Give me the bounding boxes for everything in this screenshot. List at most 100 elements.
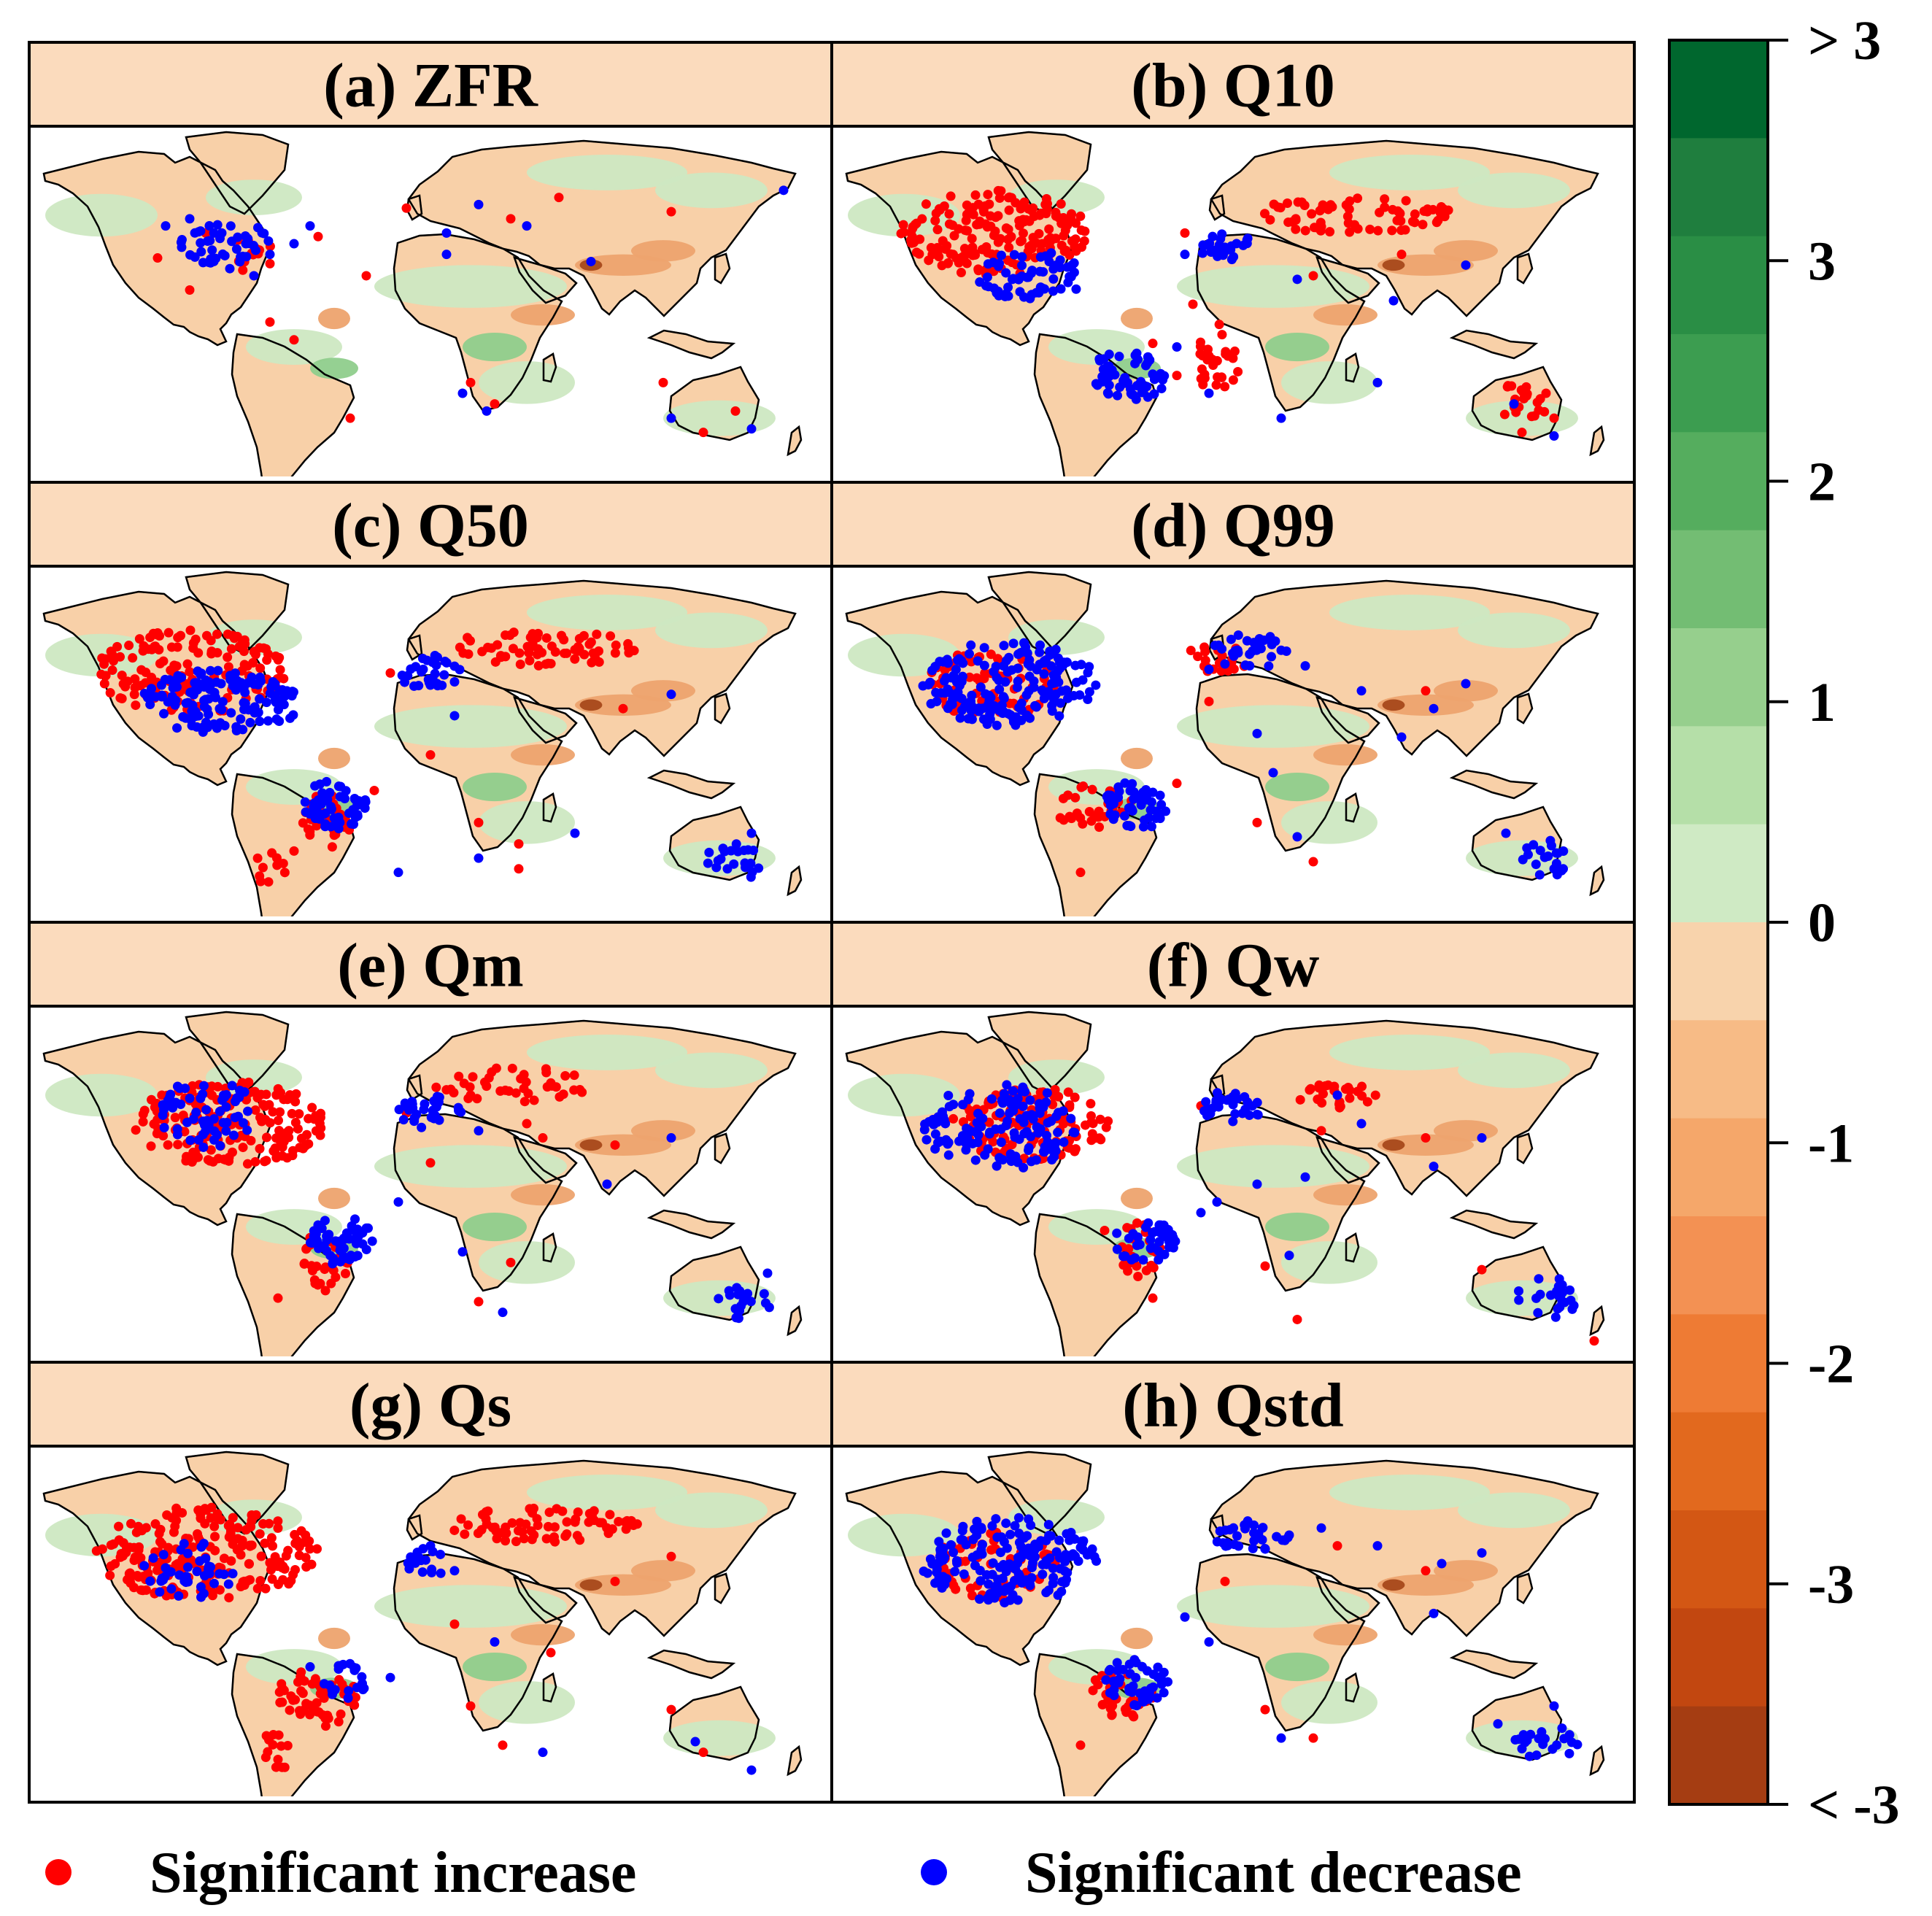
increase-station-dot	[268, 1541, 278, 1551]
increase-station-dot	[163, 627, 174, 638]
increase-station-dot	[519, 1083, 529, 1094]
increase-station-dot	[1086, 816, 1097, 826]
decrease-station-dot	[1217, 644, 1227, 654]
world-map	[42, 131, 803, 476]
decrease-station-dot	[1523, 849, 1533, 860]
increase-station-dot	[134, 1542, 144, 1552]
increase-station-dot	[698, 428, 708, 438]
decrease-station-dot	[1149, 374, 1159, 385]
value-shade	[1458, 612, 1570, 649]
decrease-station-dot	[1047, 706, 1057, 716]
increase-station-dot	[265, 258, 275, 269]
decrease-station-dot	[424, 677, 434, 687]
panel-header	[830, 921, 1636, 1008]
increase-station-dot	[1342, 212, 1353, 222]
decrease-station-dot	[204, 220, 215, 231]
increase-station-dot	[441, 1085, 452, 1095]
increase-station-dot	[140, 678, 150, 688]
increase-station-dot	[532, 1514, 542, 1524]
panel-title: (a) ZFR	[323, 50, 538, 120]
decrease-station-dot	[973, 703, 984, 714]
value-shade	[1434, 240, 1498, 262]
increase-station-dot	[260, 1538, 270, 1548]
increase-station-dot	[584, 639, 595, 649]
decrease-station-dot	[350, 795, 360, 805]
increase-station-dot	[152, 1565, 162, 1575]
decrease-station-dot	[317, 788, 328, 798]
value-shade	[318, 747, 350, 770]
decrease-station-dot	[1136, 376, 1146, 387]
increase-station-dot	[107, 665, 117, 676]
increase-station-dot	[967, 1591, 977, 1601]
increase-station-dot	[196, 1509, 206, 1519]
decrease-station-dot	[498, 1307, 508, 1318]
increase-station-dot	[285, 1705, 295, 1715]
increase-station-dot	[1087, 784, 1097, 795]
decrease-station-dot	[279, 687, 289, 698]
decrease-station-dot	[367, 1236, 377, 1246]
decrease-station-dot	[1025, 1095, 1035, 1105]
decrease-station-dot	[474, 853, 484, 863]
decrease-station-dot	[1539, 1734, 1550, 1744]
decrease-station-dot	[1461, 260, 1471, 270]
increase-station-dot	[1410, 217, 1420, 228]
value-shade	[848, 1513, 960, 1557]
map-panel: (f) Qw	[830, 921, 1636, 1364]
decrease-station-dot	[1549, 431, 1559, 441]
increase-station-dot	[141, 1585, 151, 1595]
decrease-station-dot	[1569, 1300, 1579, 1310]
value-shade	[1434, 1120, 1498, 1142]
decrease-station-dot	[177, 242, 187, 252]
decrease-station-dot	[932, 1567, 942, 1577]
decrease-station-dot	[1104, 380, 1114, 390]
increase-station-dot	[296, 1686, 306, 1696]
increase-station-dot	[560, 648, 570, 658]
panel-header	[28, 41, 833, 128]
increase-station-dot	[169, 1527, 179, 1537]
decrease-station-dot	[938, 1555, 948, 1565]
decrease-station-dot	[1056, 284, 1066, 294]
decrease-station-dot	[1027, 1562, 1037, 1572]
increase-station-dot	[345, 413, 355, 423]
decrease-station-dot	[285, 713, 295, 723]
map-panel: (c) Q50	[28, 481, 833, 924]
decrease-station-dot	[1126, 822, 1136, 832]
decrease-station-dot	[1252, 1179, 1262, 1189]
decrease-station-dot	[455, 665, 465, 675]
value-shade	[374, 265, 567, 308]
increase-station-dot	[983, 190, 993, 200]
colorbar-segment	[1669, 922, 1768, 1021]
increase-station-dot	[1396, 250, 1407, 260]
colorbar-segment	[1669, 138, 1768, 237]
decrease-station-dot	[1091, 1556, 1102, 1567]
increase-station-dot	[322, 1710, 333, 1720]
decrease-station-dot	[416, 1556, 426, 1566]
decrease-station-dot	[209, 1578, 219, 1588]
increase-station-dot	[1502, 382, 1512, 392]
increase-station-dot	[1260, 1704, 1270, 1715]
increase-station-dot	[141, 1523, 151, 1533]
increase-station-dot	[1297, 197, 1307, 207]
increase-station-dot	[1375, 207, 1385, 217]
decrease-station-dot	[704, 847, 714, 857]
increase-station-dot	[1148, 1262, 1159, 1272]
panel-title: (c) Q50	[332, 490, 529, 560]
decrease-station-dot	[228, 1569, 238, 1579]
decrease-station-dot	[406, 1552, 416, 1562]
decrease-station-dot	[1016, 705, 1027, 715]
increase-station-dot	[1418, 220, 1428, 230]
increase-station-dot	[226, 1556, 236, 1566]
increase-station-dot	[573, 642, 583, 652]
increase-station-dot	[589, 1506, 599, 1516]
map-panel: (g) Qs	[28, 1361, 833, 1804]
decrease-station-dot	[174, 673, 184, 684]
increase-station-dot	[320, 1687, 330, 1697]
colorbar-segment	[1669, 334, 1768, 433]
decrease-station-dot	[1215, 1526, 1225, 1537]
increase-station-dot	[248, 657, 258, 668]
decrease-station-dot	[975, 277, 985, 287]
decrease-station-dot	[1046, 1116, 1056, 1127]
decrease-station-dot	[397, 671, 407, 681]
panel-title: (b) Q10	[1131, 50, 1335, 120]
